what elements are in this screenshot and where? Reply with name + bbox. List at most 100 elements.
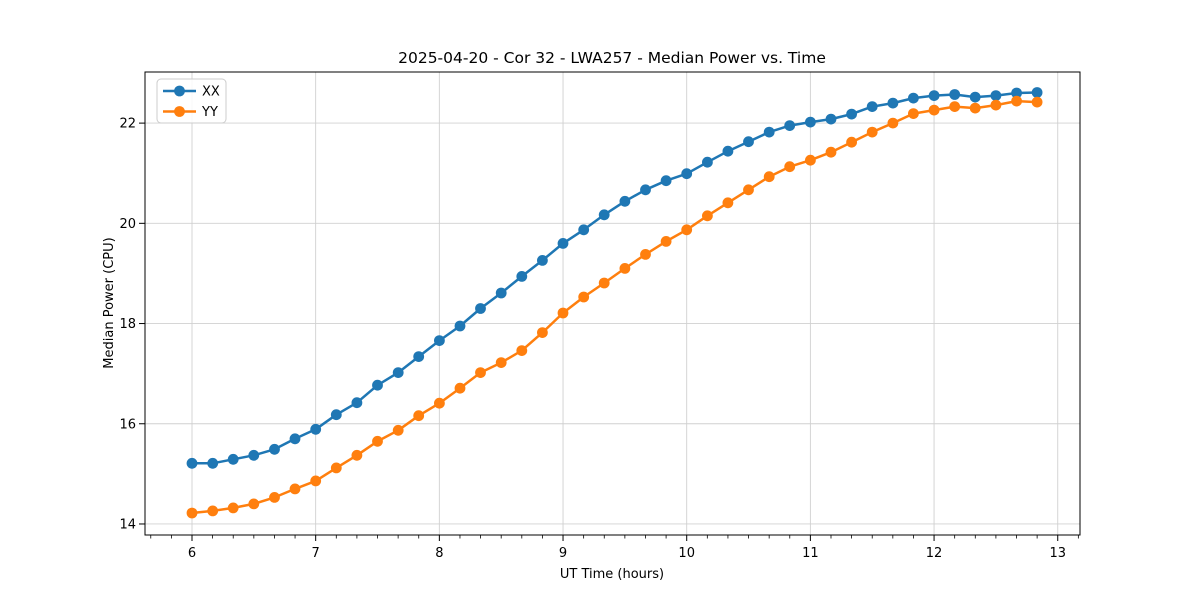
data-point-XX	[454, 320, 466, 332]
data-point-YY	[660, 236, 672, 247]
data-point-YY	[1011, 95, 1022, 107]
series-line-YY	[190, 99, 1039, 515]
data-point-YY	[557, 307, 569, 319]
data-point-XX	[784, 120, 796, 131]
data-point-YY	[598, 277, 610, 289]
data-point-YY	[475, 367, 486, 378]
y-tick-label: 18	[119, 317, 136, 332]
data-point-XX	[207, 457, 219, 469]
data-point-XX	[866, 101, 878, 112]
data-point-XX	[186, 457, 198, 469]
data-point-XX	[908, 92, 919, 104]
x-tick-label: 6	[188, 546, 196, 561]
y-tick-label: 22	[119, 117, 136, 132]
x-tick-label: 12	[926, 546, 943, 561]
plot-border	[144, 71, 1081, 536]
x-tick-label: 13	[1049, 546, 1066, 561]
data-point-YY	[825, 146, 837, 158]
data-point-XX	[619, 195, 631, 207]
data-point-YY	[702, 210, 713, 222]
data-point-XX	[1011, 87, 1022, 99]
data-series	[186, 87, 1043, 519]
data-point-YY	[908, 108, 919, 119]
data-point-YY	[619, 263, 631, 274]
data-point-YY	[413, 410, 425, 422]
chart-title: 2025-04-20 - Cor 32 - LWA257 - Median Po…	[398, 49, 826, 67]
data-point-YY	[289, 483, 301, 495]
data-point-XX	[516, 271, 528, 282]
data-point-YY	[846, 136, 857, 148]
data-point-YY	[351, 449, 363, 461]
data-point-XX	[805, 116, 816, 128]
data-point-YY	[763, 171, 775, 183]
data-point-XX	[289, 433, 301, 445]
data-point-XX	[372, 379, 383, 391]
data-point-XX	[949, 89, 961, 100]
data-point-YY	[269, 492, 280, 503]
legend-label-YY: YY	[201, 105, 218, 120]
data-point-YY	[186, 507, 198, 519]
data-point-XX	[598, 209, 610, 221]
y-axis-label: Median Power (CPU)	[102, 237, 117, 368]
data-point-YY	[784, 161, 796, 173]
data-point-XX	[846, 108, 857, 120]
data-point-XX	[681, 168, 693, 180]
y-tick-label: 20	[119, 217, 136, 232]
y-tick-label: 14	[119, 517, 136, 532]
data-point-XX	[351, 397, 363, 409]
data-point-YY	[640, 249, 651, 260]
data-point-YY	[392, 424, 404, 436]
data-point-YY	[207, 505, 219, 517]
series-line-XX	[190, 91, 1039, 465]
data-point-YY	[928, 104, 940, 116]
data-point-XX	[763, 126, 775, 138]
data-point-XX	[413, 351, 425, 362]
data-point-YY	[722, 197, 734, 209]
legend-marker-YY	[174, 106, 185, 117]
data-point-YY	[887, 117, 899, 129]
x-tick-label: 9	[559, 546, 567, 561]
data-point-YY	[372, 435, 383, 447]
data-point-XX	[887, 97, 899, 109]
data-point-XX	[434, 335, 445, 346]
data-point-YY	[681, 224, 693, 236]
data-point-XX	[990, 90, 1002, 101]
x-axis-label: UT Time (hours)	[560, 567, 664, 582]
data-point-XX	[640, 184, 651, 196]
legend: XX YY	[156, 78, 227, 124]
data-point-XX	[660, 175, 672, 187]
data-point-XX	[495, 287, 507, 299]
data-point-XX	[269, 443, 280, 455]
data-point-XX	[475, 303, 486, 314]
data-point-XX	[928, 90, 940, 101]
data-point-XX	[743, 136, 754, 148]
data-point-XX	[825, 113, 837, 125]
x-tick-label: 8	[435, 546, 443, 561]
data-point-YY	[537, 327, 548, 338]
data-point-XX	[248, 449, 260, 461]
data-point-XX	[330, 409, 342, 421]
data-point-YY	[330, 462, 342, 474]
data-point-XX	[578, 224, 590, 236]
data-point-XX	[227, 453, 239, 465]
data-point-XX	[702, 156, 713, 168]
data-point-YY	[949, 101, 961, 112]
data-point-YY	[310, 475, 322, 487]
data-point-XX	[1031, 87, 1043, 98]
data-point-YY	[578, 291, 590, 303]
x-tick-label: 7	[312, 546, 320, 561]
data-point-XX	[310, 423, 322, 435]
data-point-YY	[227, 502, 239, 514]
legend-label-XX: XX	[202, 85, 220, 100]
legend-marker-XX	[174, 85, 185, 97]
gridlines	[145, 72, 1080, 535]
axis-ticks: 6 7 8 9 10 11 12 13 14 16 18 20 22	[119, 117, 1079, 561]
data-point-XX	[537, 255, 548, 266]
data-point-YY	[248, 498, 260, 510]
data-point-YY	[434, 397, 445, 409]
data-point-YY	[969, 102, 981, 114]
data-point-XX	[722, 145, 734, 157]
data-point-YY	[743, 184, 754, 196]
